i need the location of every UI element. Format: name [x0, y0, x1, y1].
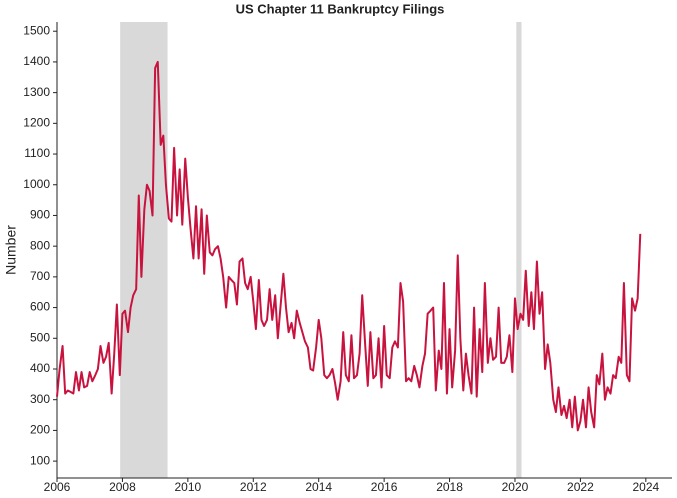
y-tick-label: 1400	[23, 54, 50, 68]
x-tick-label: 2006	[44, 480, 71, 493]
y-tick-label: 100	[30, 453, 50, 467]
y-tick-label: 600	[30, 300, 50, 314]
y-tick-label: 1200	[23, 116, 50, 130]
y-tick-label: 1500	[23, 23, 50, 37]
x-tick-label: 2016	[371, 480, 398, 493]
y-tick-label: 1300	[23, 85, 50, 99]
x-tick-label: 2008	[109, 480, 136, 493]
y-tick-label: 200	[30, 423, 50, 437]
y-tick-label: 1000	[23, 177, 50, 191]
x-tick-label: 2020	[502, 480, 529, 493]
y-tick-label: 400	[30, 361, 50, 375]
x-tick-label: 2018	[436, 480, 463, 493]
y-tick-label: 1100	[24, 146, 50, 160]
data-line	[56, 60, 642, 432]
y-tick-label: 300	[30, 392, 50, 406]
shaded-period	[516, 22, 522, 478]
x-tick-label: 2022	[567, 480, 594, 493]
x-tick-label: 2014	[305, 480, 332, 493]
x-tick-label: 2024	[632, 480, 659, 493]
y-tick-label: 500	[30, 330, 50, 344]
chart-title: US Chapter 11 Bankruptcy Filings	[236, 1, 445, 16]
x-tick-label: 2012	[240, 480, 267, 493]
shaded-period	[120, 22, 168, 478]
y-axis-label: Number	[3, 225, 19, 275]
x-tick-label: 2010	[174, 480, 201, 493]
y-tick-label: 800	[30, 238, 50, 252]
y-tick-label: 700	[30, 269, 50, 283]
y-tick-label: 900	[30, 208, 50, 222]
